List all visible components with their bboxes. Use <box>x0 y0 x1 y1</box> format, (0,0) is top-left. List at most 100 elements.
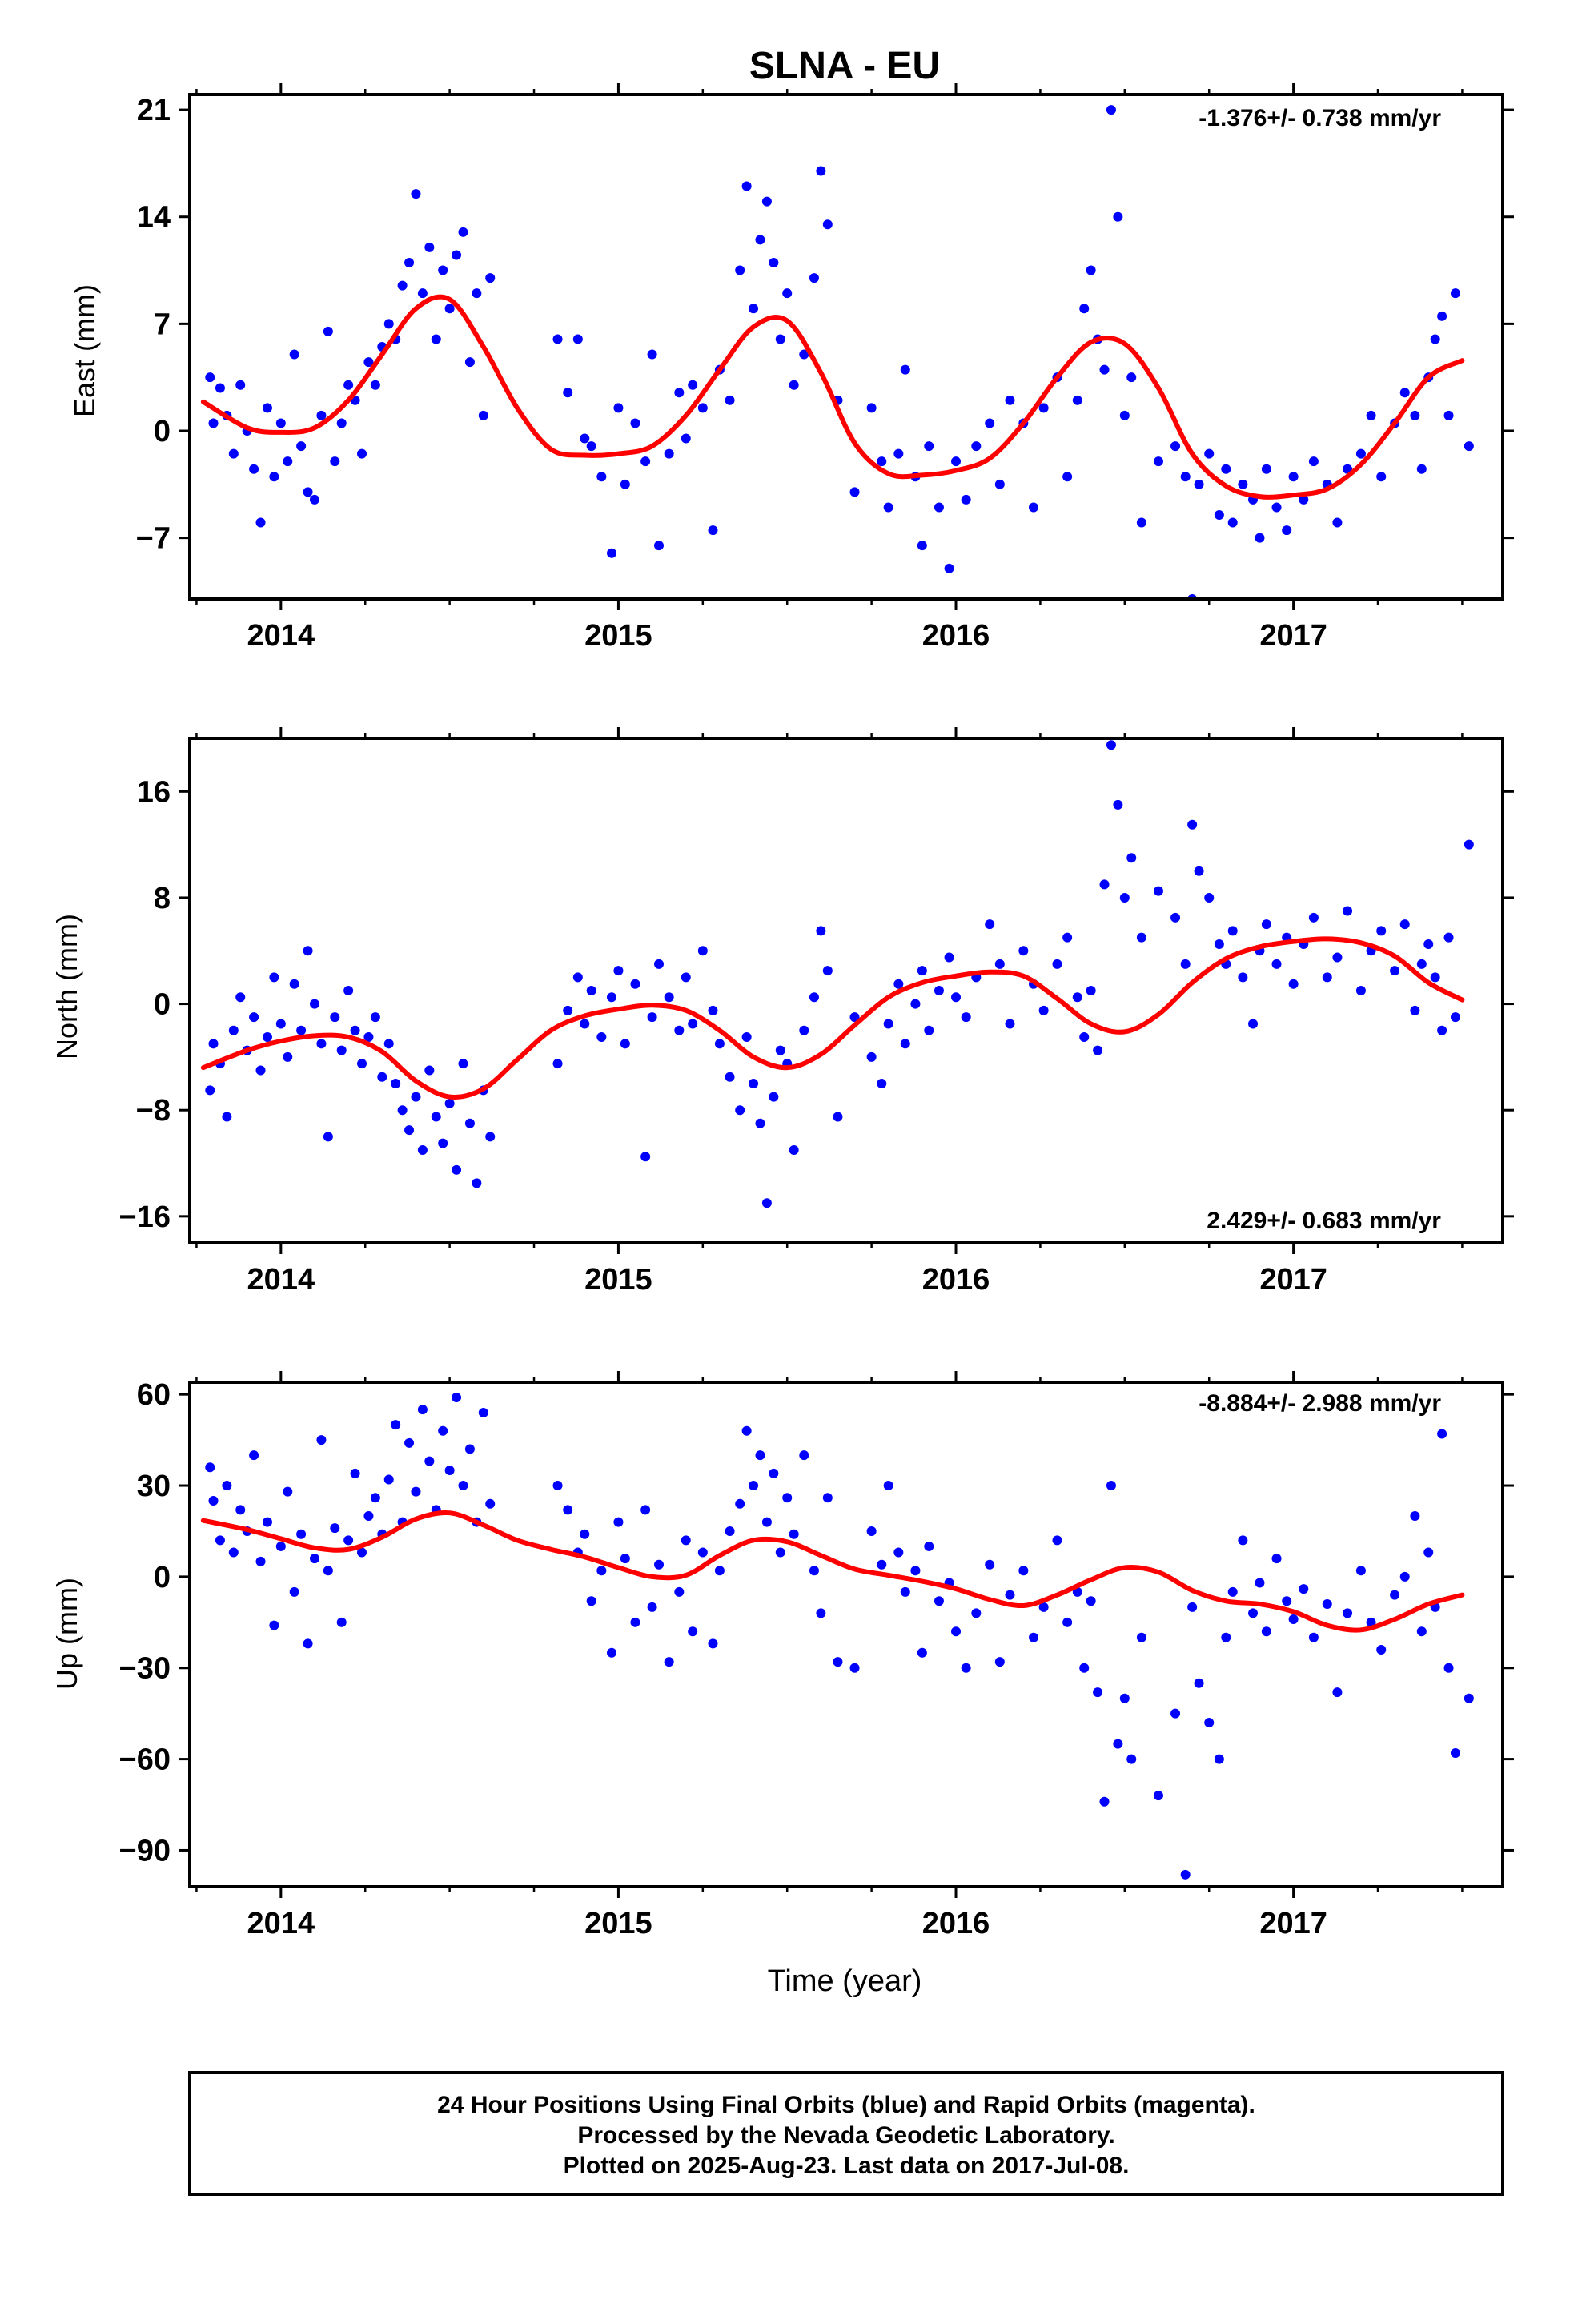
up-data-point <box>1248 1608 1259 1618</box>
east-data-point <box>1170 441 1181 452</box>
up-data-point <box>596 1566 607 1576</box>
north-data-point <box>1136 932 1146 943</box>
east-data-point <box>228 448 239 459</box>
east-data-point <box>383 319 394 329</box>
east-data-point <box>725 395 735 405</box>
up-data-point <box>485 1498 496 1509</box>
east-data-point <box>924 441 934 452</box>
east-data-point <box>1079 304 1090 314</box>
up-data-point <box>799 1450 809 1461</box>
east-data-point <box>586 441 596 452</box>
up-data-point <box>761 1517 772 1527</box>
north-data-point <box>1062 932 1073 943</box>
footer-box: 24 Hour Positions Using Final Orbits (bl… <box>188 2071 1504 2196</box>
east-x-tick-label: 2016 <box>922 619 990 653</box>
north-data-point <box>431 1112 441 1122</box>
north-data-point <box>688 1019 698 1029</box>
up-data-point <box>1170 1708 1181 1719</box>
north-data-point <box>833 1112 843 1122</box>
up-y-tick-label: −30 <box>119 1652 171 1686</box>
up-data-point <box>215 1535 225 1546</box>
north-data-point <box>1430 972 1440 983</box>
up-data-point <box>1410 1510 1420 1521</box>
north-data-point <box>1099 879 1110 890</box>
east-data-point <box>1366 410 1376 420</box>
up-data-point <box>994 1657 1005 1667</box>
east-data-point <box>296 441 307 452</box>
north-data-point <box>1322 972 1332 983</box>
north-data-point <box>1443 932 1454 943</box>
up-data-point <box>688 1626 698 1637</box>
north-data-point <box>1450 1012 1460 1023</box>
up-data-point <box>664 1657 674 1667</box>
east-data-point <box>1399 388 1410 398</box>
north-data-point <box>1288 979 1299 989</box>
north-data-point <box>383 1039 394 1049</box>
north-data-point <box>822 966 833 976</box>
north-data-point <box>370 1012 380 1023</box>
north-data-point <box>613 966 624 976</box>
east-data-point <box>934 502 944 513</box>
east-data-point <box>478 410 488 420</box>
north-data-point <box>1018 946 1029 956</box>
north-data-point <box>1187 819 1198 830</box>
east-y-tick-label: −7 <box>136 522 171 556</box>
up-data-point <box>1271 1554 1282 1564</box>
up-data-point <box>1079 1663 1090 1673</box>
east-y-tick-label: 21 <box>137 94 171 127</box>
up-data-point <box>900 1586 910 1597</box>
north-data-point <box>1126 853 1137 863</box>
east-data-point <box>1113 211 1123 222</box>
up-data-point <box>822 1493 833 1503</box>
north-data-point <box>363 1032 374 1043</box>
north-data-point <box>697 946 708 956</box>
east-data-point <box>269 472 279 482</box>
east-data-point <box>1180 472 1191 482</box>
north-data-point <box>866 1051 877 1062</box>
north-data-point <box>586 986 596 995</box>
north-data-point <box>606 992 616 1003</box>
up-data-point <box>289 1586 299 1597</box>
up-data-point <box>1018 1566 1029 1576</box>
x-axis-label: Time (year) <box>768 1964 922 1998</box>
east-data-point <box>1153 456 1163 467</box>
north-data-point <box>377 1072 387 1082</box>
north-data-point <box>336 1045 347 1055</box>
north-data-point <box>1308 912 1319 923</box>
north-data-point <box>849 1012 860 1023</box>
up-data-point <box>1390 1590 1400 1600</box>
east-data-point <box>809 273 819 283</box>
north-data-point <box>1464 839 1474 850</box>
north-data-point <box>934 986 944 995</box>
up-data-point <box>1086 1596 1096 1606</box>
east-data-point <box>336 418 347 428</box>
north-data-point <box>994 959 1005 969</box>
up-data-point <box>205 1462 215 1473</box>
east-data-point <box>255 517 266 528</box>
east-data-point <box>647 349 657 360</box>
north-data-point <box>755 1118 765 1128</box>
footer-line-3: Plotted on 2025-Aug-23. Last data on 201… <box>564 2153 1130 2179</box>
east-data-point <box>761 196 772 207</box>
up-data-point <box>961 1663 971 1673</box>
north-data-point <box>222 1112 232 1122</box>
east-panel: East (mm) 2014 2015 2016 2017 −7 0 7 14 21 -1.376… <box>68 83 1514 653</box>
north-data-point <box>269 972 279 983</box>
east-data-point <box>755 235 765 245</box>
figure-title: SLNA - EU <box>749 45 940 87</box>
up-data-point <box>222 1481 232 1491</box>
north-data-point <box>1376 926 1387 936</box>
east-data-point <box>664 448 674 459</box>
north-data-point <box>775 1045 785 1055</box>
up-data-point <box>1308 1632 1319 1642</box>
east-data-point <box>444 304 455 314</box>
north-data-point <box>917 966 927 976</box>
east-ylabel: East (mm) <box>68 284 101 417</box>
north-data-point <box>769 1092 779 1102</box>
east-data-point <box>438 265 448 275</box>
up-data-point <box>755 1450 765 1461</box>
east-x-tick-label: 2014 <box>247 619 315 653</box>
north-data-point <box>343 986 354 995</box>
east-data-point <box>994 479 1005 489</box>
north-y-tick-label: −8 <box>136 1094 171 1128</box>
